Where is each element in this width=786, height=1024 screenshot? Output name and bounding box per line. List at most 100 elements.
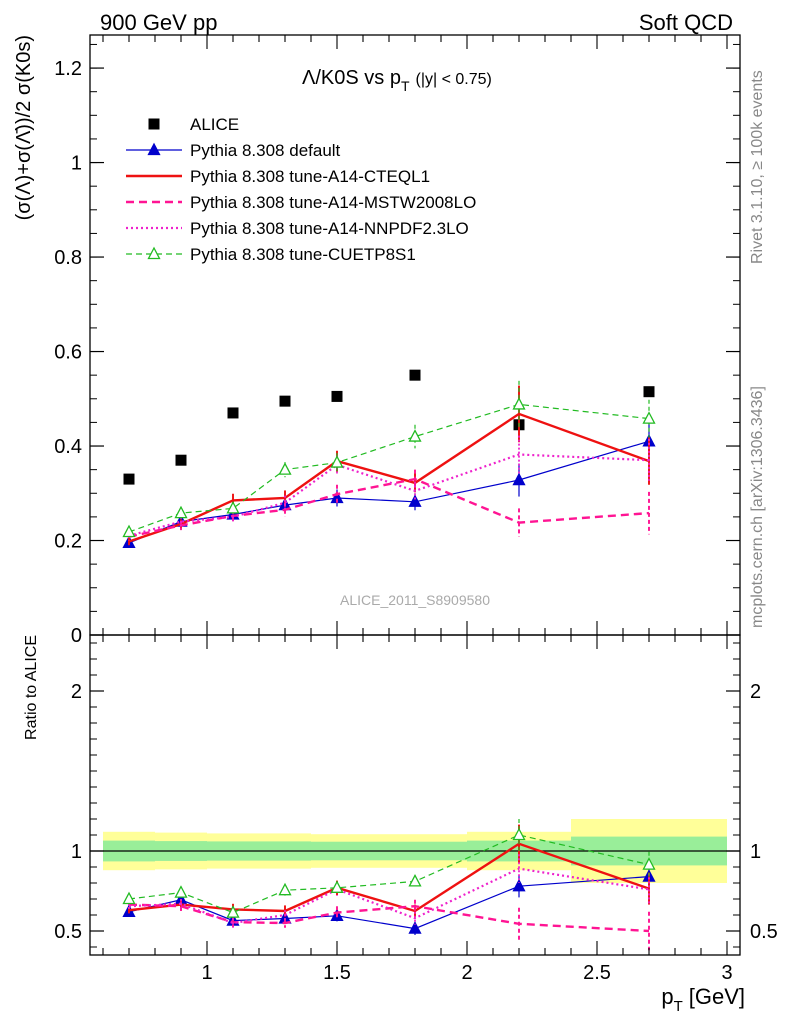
main-y-tick-label: 0 bbox=[71, 625, 82, 647]
ratio-series-pythia-8-308-tune-cuetp8s1 bbox=[122, 819, 656, 919]
main-series-line bbox=[128, 477, 650, 538]
ratio-series-line bbox=[128, 867, 650, 925]
main-data-point bbox=[227, 407, 239, 419]
main-y-ticks: 0 0.2 0.4 0.6 0.8 1 1.2 bbox=[54, 43, 740, 647]
ratio-data-point bbox=[408, 873, 422, 887]
main-data-point bbox=[409, 369, 421, 381]
main-y-tick-label: 0.6 bbox=[54, 342, 82, 364]
main-y-tick-label: 1 bbox=[71, 153, 82, 175]
ratio-plot-area bbox=[90, 819, 740, 951]
main-data-point bbox=[642, 411, 656, 424]
main-data-point bbox=[278, 462, 292, 475]
legend-marker-swatch bbox=[148, 118, 160, 130]
ratio-data-point bbox=[122, 891, 136, 905]
main-data-point bbox=[408, 429, 422, 442]
ratio-y-tick-label-right: 2 bbox=[750, 681, 761, 703]
main-series-pythia-8-308-tune-a14-mstw2008lo bbox=[128, 469, 650, 541]
legend-label: Pythia 8.308 tune-A14-NNPDF2.3LO bbox=[190, 219, 469, 238]
legend: ALICE Pythia 8.308 default Pythia 8.308 tu… bbox=[126, 115, 476, 264]
main-data-point bbox=[643, 386, 655, 398]
legend-label: Pythia 8.308 tune-A14-CTEQL1 bbox=[190, 167, 430, 186]
main-data-point bbox=[122, 524, 136, 538]
main-data-point bbox=[330, 455, 344, 468]
ratio-y-ticks: 0.5 0.5 1 1 2 2 bbox=[54, 642, 778, 948]
main-data-point bbox=[174, 505, 188, 519]
ratio-series-line bbox=[128, 903, 650, 933]
ratio-series-pythia-8-308-tune-a14-nnpdf2-3lo bbox=[128, 854, 650, 928]
legend-label: Pythia 8.308 tune-A14-MSTW2008LO bbox=[190, 193, 476, 212]
ratio-y-tick-label: 2 bbox=[71, 681, 82, 703]
analysis-watermark: ALICE_2011_S8909580 bbox=[340, 592, 490, 608]
header-left-label: 900 GeV pp bbox=[100, 10, 217, 35]
mcplots-note: mcplots.cern.ch [arXiv:1306.3436] bbox=[749, 386, 766, 628]
main-series-line bbox=[128, 412, 650, 543]
main-series-line bbox=[128, 403, 650, 533]
ratio-y-axis-label: Ratio to ALICE bbox=[23, 635, 40, 740]
main-data-point bbox=[226, 500, 240, 514]
x-axis-label-main: p bbox=[661, 984, 673, 1009]
main-y-tick-label: 1.2 bbox=[54, 58, 82, 80]
ratio-data-point bbox=[226, 905, 240, 918]
legend-marker-swatch bbox=[147, 246, 161, 260]
main-x-ticks bbox=[102, 35, 728, 635]
ratio-y-tick-label-right: 0.5 bbox=[750, 921, 778, 943]
ratio-data-point bbox=[512, 878, 526, 892]
chart-title-range: (|y| < 0.75) bbox=[416, 71, 492, 88]
ratio-data-point bbox=[512, 827, 526, 841]
legend-entry-pythia-8-308-tune-cuetp8s1: Pythia 8.308 tune-CUETP8S1 bbox=[126, 245, 416, 264]
ratio-data-point bbox=[278, 882, 292, 896]
legend-entry-pythia-8-308-default: Pythia 8.308 default bbox=[126, 141, 341, 160]
chart-title: Λ/K0S vs pT (|y| < 0.75) bbox=[302, 67, 492, 94]
main-data-point bbox=[408, 494, 422, 507]
legend-entry-pythia-8-308-tune-a14-cteql1: Pythia 8.308 tune-A14-CTEQL1 bbox=[126, 167, 430, 186]
main-plot-area bbox=[122, 369, 656, 549]
main-y-axis-label: (σ(Λ)+σ(Λ̄))/2 σ(K0s) bbox=[13, 35, 35, 220]
legend-label: Pythia 8.308 default bbox=[190, 141, 341, 160]
x-axis-label-sub: T bbox=[674, 998, 683, 1015]
ratio-panel: 0.5 0.5 1 1 2 2 1 1.5 2 2.5 3 Ratio to ALICE pT [G… bbox=[23, 634, 778, 1015]
main-y-tick-label: 0.8 bbox=[54, 247, 82, 269]
x-tick-label: 3 bbox=[721, 962, 732, 984]
x-tick-label: 2.5 bbox=[583, 962, 611, 984]
main-data-point bbox=[331, 390, 343, 402]
ratio-x-ticks: 1 1.5 2 2.5 3 bbox=[102, 635, 733, 984]
main-data-point bbox=[512, 397, 526, 410]
chart-title-main: Λ/K0S vs p bbox=[302, 67, 401, 89]
ratio-data-point bbox=[408, 921, 422, 934]
main-series-line bbox=[128, 440, 650, 544]
legend-entry-pythia-8-308-tune-a14-mstw2008lo: Pythia 8.308 tune-A14-MSTW2008LO bbox=[126, 193, 476, 212]
legend-label: ALICE bbox=[190, 115, 239, 134]
ratio-y-tick-label: 1 bbox=[71, 841, 82, 863]
main-y-tick-label: 0.4 bbox=[54, 436, 82, 458]
legend-label: Pythia 8.308 tune-CUETP8S1 bbox=[190, 245, 416, 264]
x-axis-label: pT [GeV] bbox=[661, 984, 745, 1015]
ratio-data-point bbox=[174, 885, 188, 898]
legend-entry-alice: ALICE bbox=[148, 115, 239, 134]
main-data-point bbox=[175, 454, 187, 466]
x-axis-label-unit: [GeV] bbox=[689, 984, 745, 1009]
ratio-data-point bbox=[330, 880, 344, 893]
main-series-pythia-8-308-tune-a14-nnpdf2-3lo bbox=[128, 435, 650, 540]
chart-title-sub: T bbox=[401, 78, 410, 94]
main-panel: 0 0.2 0.4 0.6 0.8 1 1.2 Λ/K0S vs pT (|y| < 0.75… bbox=[13, 34, 741, 647]
x-tick-label: 2 bbox=[461, 962, 472, 984]
legend-marker-swatch bbox=[147, 142, 161, 156]
x-tick-label: 1 bbox=[201, 962, 212, 984]
ratio-series-line bbox=[128, 834, 650, 914]
ratio-series-line bbox=[128, 842, 650, 913]
main-series-alice bbox=[123, 369, 655, 485]
main-panel-frame bbox=[89, 34, 741, 636]
ratio-y-tick-label: 0.5 bbox=[54, 921, 82, 943]
main-y-tick-label: 0.2 bbox=[54, 531, 82, 553]
ratio-y-tick-label-right: 1 bbox=[750, 841, 761, 863]
header-right-label: Soft QCD bbox=[639, 10, 733, 35]
main-series-line bbox=[128, 453, 650, 537]
main-data-point bbox=[123, 473, 135, 485]
main-data-point bbox=[512, 472, 526, 486]
main-series-pythia-8-308-tune-cuetp8s1 bbox=[122, 380, 656, 538]
legend-entry-pythia-8-308-tune-a14-nnpdf2-3lo: Pythia 8.308 tune-A14-NNPDF2.3LO bbox=[126, 219, 469, 238]
x-tick-label: 1.5 bbox=[323, 962, 351, 984]
main-data-point bbox=[279, 395, 291, 407]
rivet-version-note: Rivet 3.1.10, ≥ 100k events bbox=[749, 70, 766, 264]
